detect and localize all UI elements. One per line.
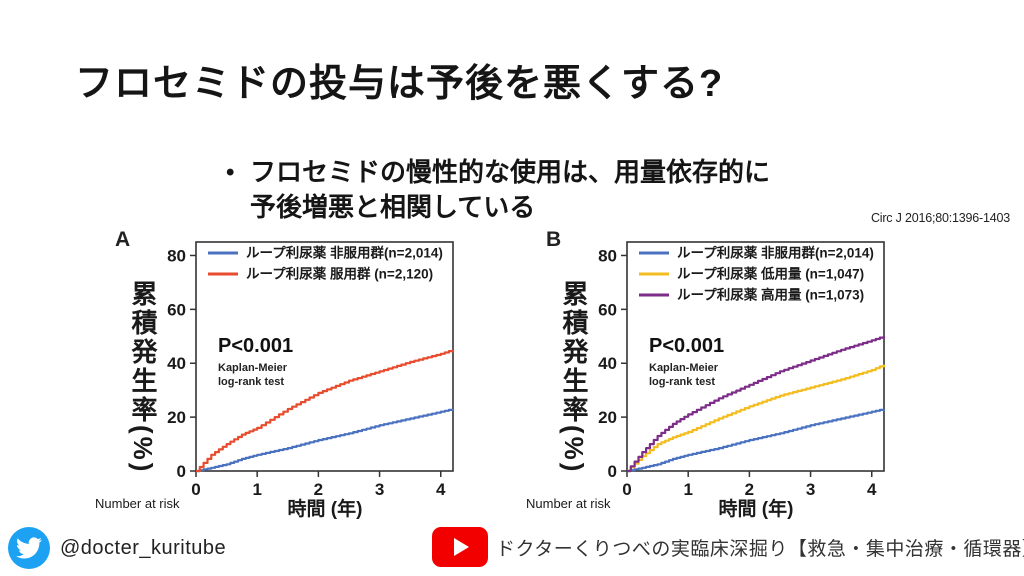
panel-label-b: B xyxy=(546,228,562,251)
method-annotation: log-rank test xyxy=(218,376,284,388)
km-series-line xyxy=(627,364,886,473)
y-axis-label-a: 累積発生率(%) xyxy=(128,280,158,475)
twitter-bird-icon xyxy=(16,537,42,559)
method-annotation: log-rank test xyxy=(649,376,715,388)
x-tick-label: 1 xyxy=(252,480,261,499)
x-tick-label: 3 xyxy=(806,480,815,499)
twitter-handle: @docter_kuritube xyxy=(60,536,227,559)
p-value-annotation: P<0.001 xyxy=(218,335,293,357)
km-series-line xyxy=(196,408,455,473)
km-series-line xyxy=(627,336,886,473)
legend-label: ループ利尿薬 高用量 (n=1,073) xyxy=(677,287,864,303)
twitter-footer: @docter_kuritube xyxy=(8,527,226,569)
x-tick-label: 2 xyxy=(745,480,754,499)
youtube-footer: ドクターくりつべの実臨床深掘り【救急・集中治療・循環器】 xyxy=(432,527,1024,567)
y-tick-label: 80 xyxy=(598,246,617,265)
y-tick-label: 40 xyxy=(598,354,617,373)
method-annotation: Kaplan-Meier xyxy=(218,362,288,374)
y-tick-label: 20 xyxy=(598,408,617,427)
x-tick-label: 4 xyxy=(436,480,446,499)
legend-label: ループ利尿薬 非服用群(n=2,014) xyxy=(246,245,443,261)
panel-label-a: A xyxy=(115,228,131,251)
bullet-lines: フロセミドの慢性的な使用は、用量依存的に 予後増悪と相関している xyxy=(250,155,770,225)
x-axis-label-a: 時間 (年) xyxy=(287,499,363,520)
bullet-line-1: フロセミドの慢性的な使用は、用量依存的に xyxy=(250,157,771,187)
youtube-icon xyxy=(432,527,488,567)
km-series-line xyxy=(196,349,455,473)
x-tick-label: 2 xyxy=(314,480,323,499)
youtube-channel-name: ドクターくりつべの実臨床深掘り【救急・集中治療・循環器】 xyxy=(496,538,1024,560)
method-annotation: Kaplan-Meier xyxy=(649,362,719,374)
km-series-line xyxy=(627,408,886,473)
y-tick-label: 60 xyxy=(598,300,617,319)
x-tick-label: 3 xyxy=(375,480,384,499)
bullet-line-2: 予後増悪と相関している xyxy=(250,192,536,222)
km-plot-b: 0 20 40 60 80 0 1 2 3 4 ループ利尿薬 非服用群(n=2,014) ループ利尿薬… xyxy=(598,241,886,499)
x-tick-label: 1 xyxy=(683,480,692,499)
plot-frame xyxy=(626,241,885,472)
x-tick-label: 4 xyxy=(867,480,877,499)
slide-title: フロセミドの投与は予後を悪くする? xyxy=(75,63,724,105)
legend-label: ループ利尿薬 低用量 (n=1,047) xyxy=(677,266,864,282)
y-tick-label: 40 xyxy=(167,354,186,373)
legend-label: ループ利尿薬 服用群 (n=2,120) xyxy=(246,266,433,282)
y-tick-label: 60 xyxy=(167,300,186,319)
number-at-risk-label-a: Number at risk xyxy=(95,496,180,511)
x-tick-label: 0 xyxy=(191,480,200,499)
youtube-play-icon xyxy=(454,538,469,556)
legend-label: ループ利尿薬 非服用群(n=2,014) xyxy=(677,245,874,261)
bullet-text: • フロセミドの慢性的な使用は、用量依存的に 予後増悪と相関している xyxy=(226,155,770,225)
km-chart-b: B 累積発生率(%) 0 20 40 60 80 0 1 2 3 4 ループ利尿薬 非服用群(n=2… xyxy=(526,228,918,520)
journal-citation: Circ J 2016;80:1396-1403 xyxy=(870,211,1010,225)
number-at-risk-label-b: Number at risk xyxy=(526,496,611,511)
y-tick-label: 0 xyxy=(177,462,186,481)
x-axis-label-b: 時間 (年) xyxy=(718,499,794,520)
y-tick-label: 0 xyxy=(608,462,617,481)
plot-frame xyxy=(195,241,454,472)
p-value-annotation: P<0.001 xyxy=(649,335,724,357)
x-tick-label: 0 xyxy=(622,480,631,499)
km-plot-a: 0 20 40 60 80 0 1 2 3 4 ループ利尿薬 非服用群(n=2,014) ループ利尿薬… xyxy=(167,241,455,499)
km-chart-a: A 累積発生率(%) 0 20 40 60 80 0 1 2 3 4 ループ利尿薬 非服用群(n=2… xyxy=(95,228,487,520)
y-tick-label: 20 xyxy=(167,408,186,427)
y-axis-label-b: 累積発生率(%) xyxy=(559,280,589,475)
bullet-marker: • xyxy=(226,159,235,186)
twitter-icon xyxy=(8,527,50,569)
y-tick-label: 80 xyxy=(167,246,186,265)
